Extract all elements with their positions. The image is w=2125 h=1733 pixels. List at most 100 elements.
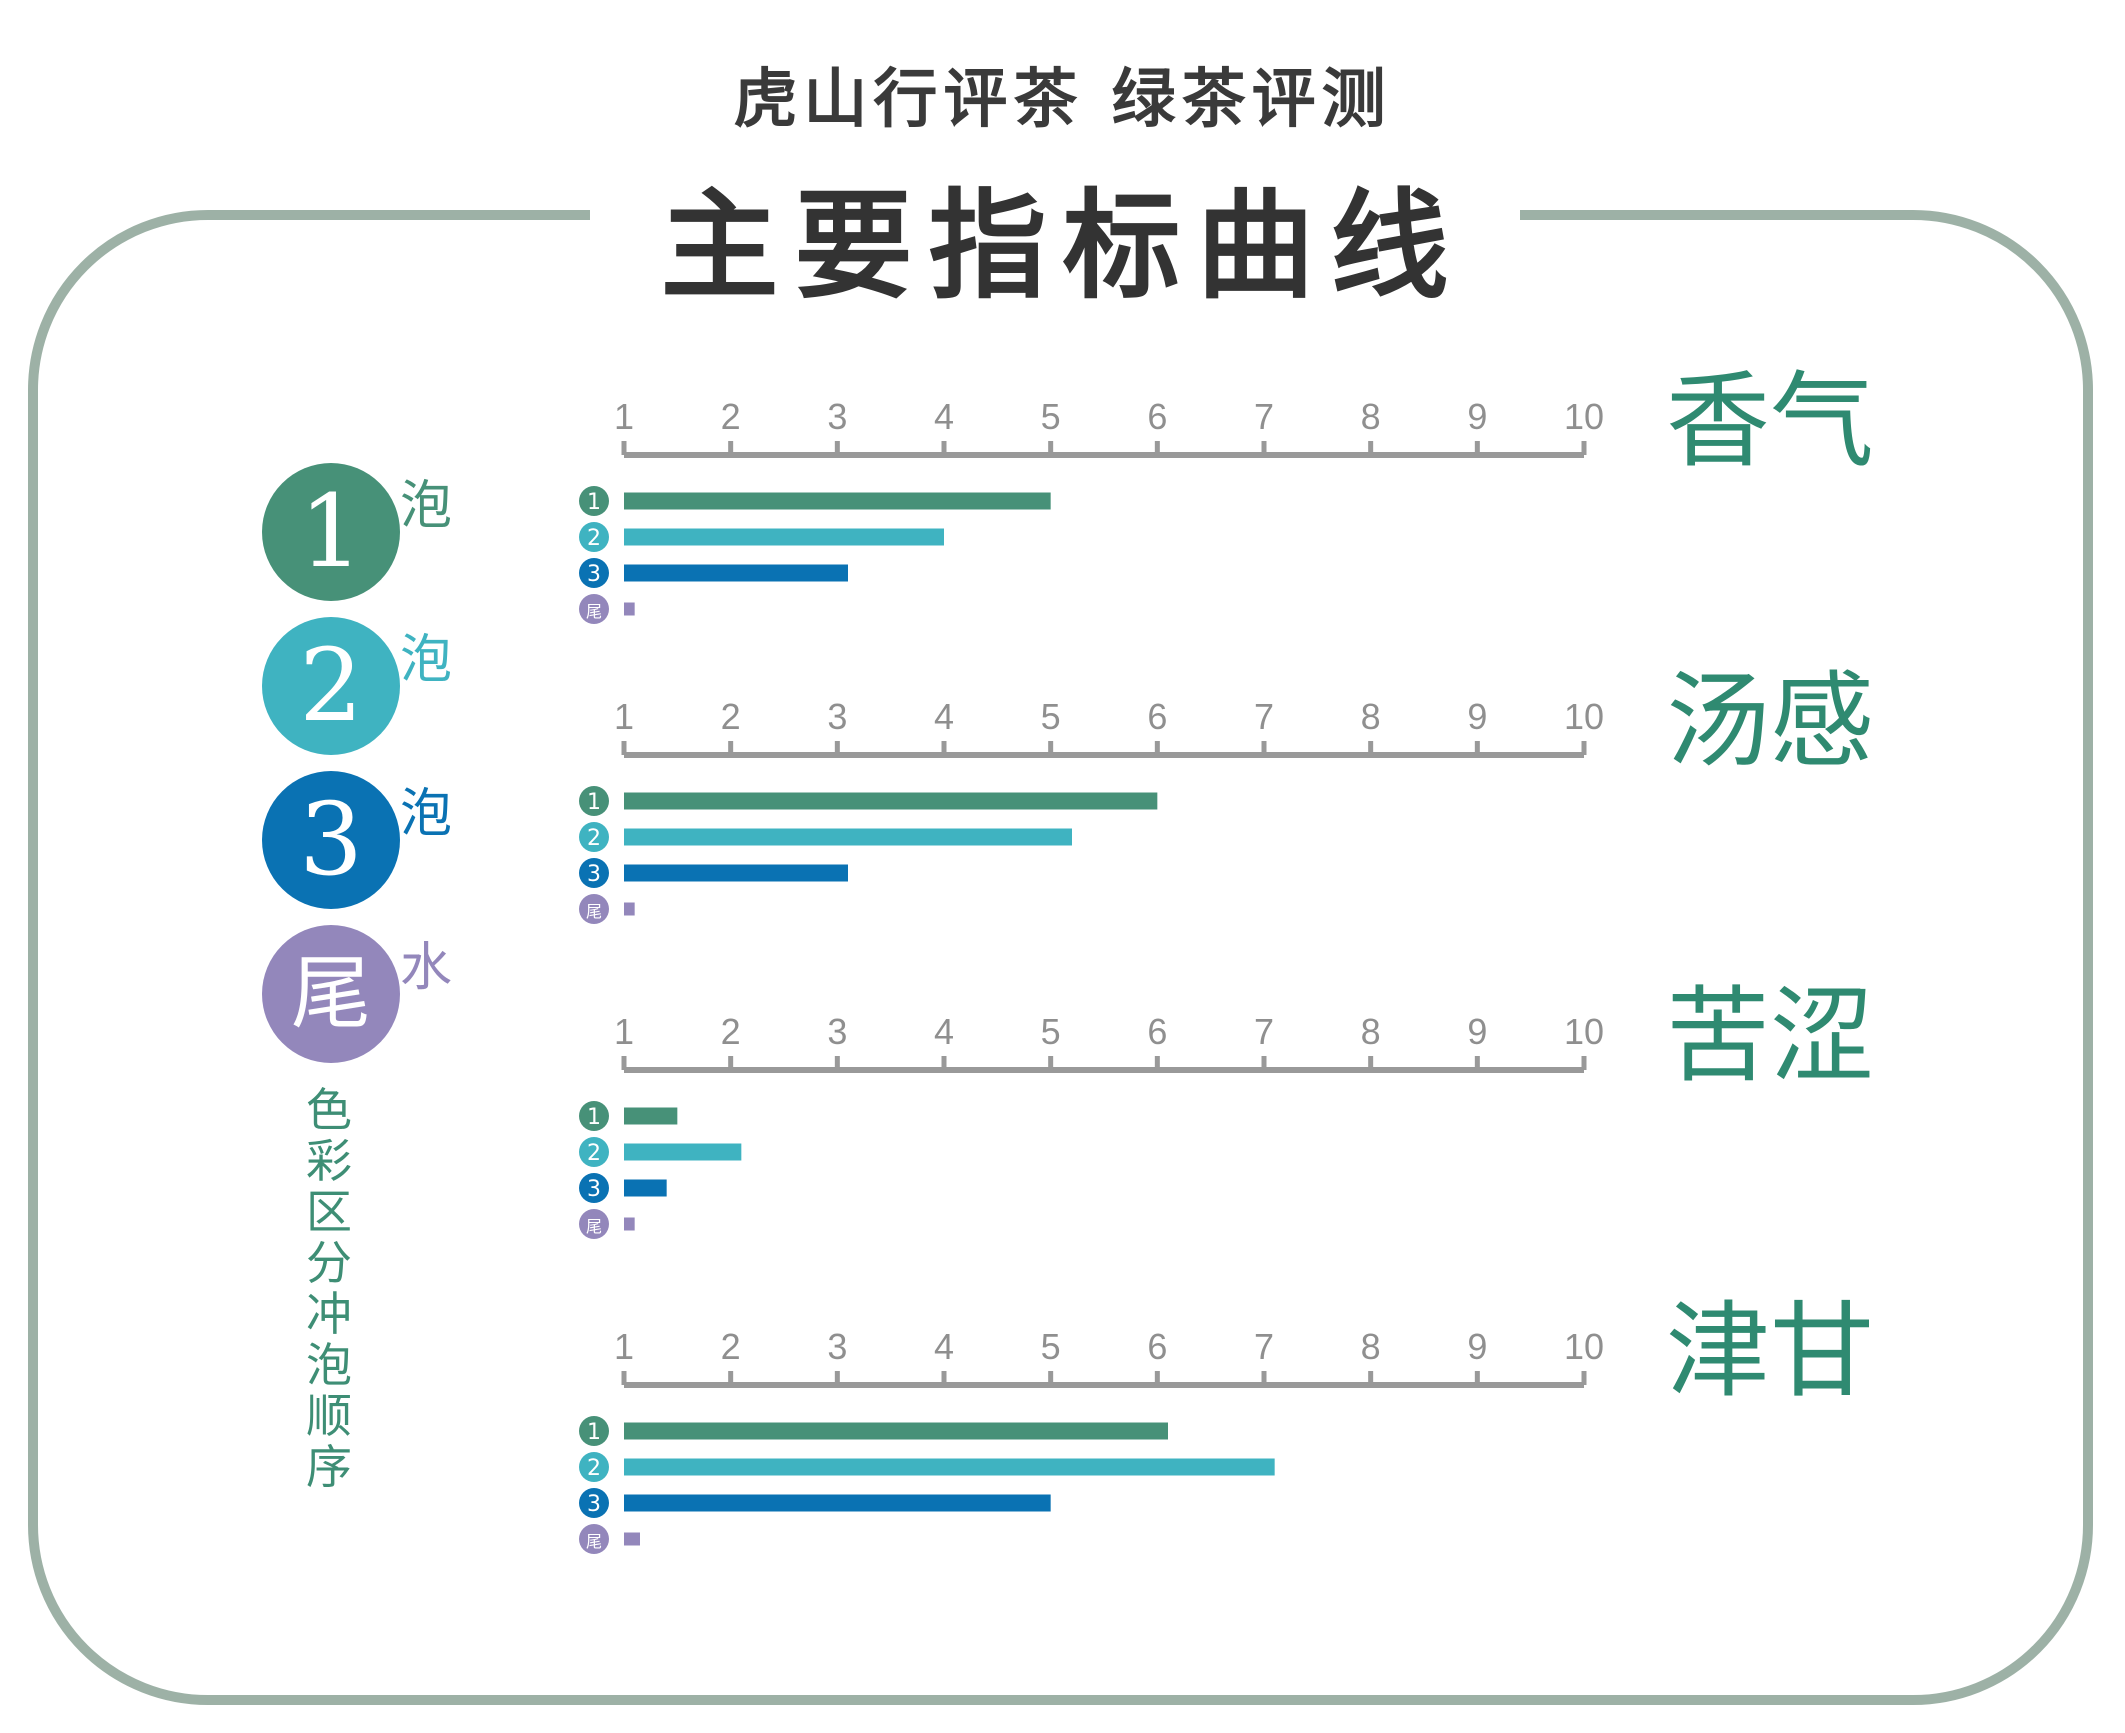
bar-badge <box>579 1101 609 1131</box>
tick-label: 1 <box>614 1326 634 1367</box>
metric-title: 香气 <box>1666 360 1874 482</box>
tick-label: 8 <box>1361 396 1381 437</box>
legend-label-brew-2: 泡 <box>400 630 453 690</box>
bar-badge-label: 3 <box>587 562 601 587</box>
tick-label: 7 <box>1254 1011 1274 1052</box>
tick-label: 9 <box>1467 1326 1487 1367</box>
tick-label: 7 <box>1254 1326 1274 1367</box>
legend-item-brew-2: 2 泡 <box>262 617 802 757</box>
tick-label: 4 <box>934 396 954 437</box>
tick-label: 8 <box>1361 1011 1381 1052</box>
tick-label: 7 <box>1254 696 1274 737</box>
bar <box>624 792 1158 810</box>
bar-badge-label: 尾 <box>586 902 602 921</box>
bar-badge-label: 3 <box>587 862 601 887</box>
legend-note-char: 区 <box>306 1185 352 1239</box>
legend-item-brew-3: 3 泡 <box>262 771 802 911</box>
bar <box>624 1422 1168 1440</box>
bar-badge-label: 尾 <box>586 1217 602 1236</box>
tick-label: 2 <box>721 1011 741 1052</box>
tick-label: 6 <box>1147 396 1167 437</box>
tick-label: 10 <box>1564 1326 1604 1367</box>
legend-note-char: 彩 <box>306 1134 352 1188</box>
page-title: 主要指标曲线 <box>660 177 1465 315</box>
legend-note-char: 序 <box>306 1440 352 1494</box>
bar <box>624 1217 635 1231</box>
tick-label: 9 <box>1467 396 1487 437</box>
bar-badge <box>579 1416 609 1446</box>
bar-badge-label: 2 <box>587 1456 601 1481</box>
legend-item-tail: 尾 水 <box>262 925 802 1065</box>
bar-badge <box>579 822 609 852</box>
bar <box>624 602 635 616</box>
legend-note-char: 泡 <box>306 1338 352 1392</box>
tick-label: 10 <box>1564 696 1604 737</box>
bar-badge-label: 2 <box>587 1141 601 1166</box>
tick-label: 2 <box>721 396 741 437</box>
bar-badge-label: 1 <box>587 1105 601 1130</box>
tick-label: 3 <box>827 1326 847 1367</box>
legend-badge-tail: 尾 <box>262 925 400 1063</box>
bar-badge <box>579 558 609 588</box>
bar-badge <box>579 1137 609 1167</box>
tick-label: 1 <box>614 396 634 437</box>
tick-label: 6 <box>1147 1326 1167 1367</box>
bar <box>624 828 1072 846</box>
legend-note-char: 色 <box>306 1083 352 1137</box>
bar-badge <box>579 858 609 888</box>
tick-label: 2 <box>721 1326 741 1367</box>
bar <box>624 902 635 916</box>
tick-label: 8 <box>1361 1326 1381 1367</box>
legend-label-brew-3: 泡 <box>400 784 453 844</box>
tick-label: 9 <box>1467 696 1487 737</box>
metric-title: 津甘 <box>1666 1290 1874 1412</box>
legend-label-brew-1: 泡 <box>400 476 453 536</box>
bar-badge-label: 尾 <box>586 1532 602 1551</box>
bar-badge <box>579 486 609 516</box>
frame-title-gap <box>590 195 1520 235</box>
bar <box>624 528 944 546</box>
bar-badge <box>579 594 609 624</box>
tick-label: 7 <box>1254 396 1274 437</box>
bar-badge-label: 2 <box>587 826 601 851</box>
bar-badge <box>579 786 609 816</box>
legend-note-char: 冲 <box>306 1287 352 1341</box>
tick-label: 4 <box>934 1011 954 1052</box>
bar <box>624 1494 1051 1512</box>
bar-badge <box>579 1173 609 1203</box>
bar <box>624 1532 640 1546</box>
bar-badge <box>579 1524 609 1554</box>
legend-label-tail: 水 <box>400 938 453 998</box>
bar <box>624 864 848 882</box>
tick-label: 4 <box>934 696 954 737</box>
metric-title: 汤感 <box>1666 660 1874 782</box>
legend-badge-brew-3: 3 <box>262 771 400 909</box>
legend-note-char: 分 <box>306 1236 352 1290</box>
bar-badge-label: 3 <box>587 1492 601 1517</box>
tick-label: 8 <box>1361 696 1381 737</box>
legend-badge-brew-2: 2 <box>262 617 400 755</box>
tick-label: 6 <box>1147 696 1167 737</box>
tick-label: 6 <box>1147 1011 1167 1052</box>
bar-badge <box>579 1209 609 1239</box>
tick-label: 5 <box>1041 1326 1061 1367</box>
bar-badge <box>579 1488 609 1518</box>
tick-label: 5 <box>1041 696 1061 737</box>
bar-badge-label: 尾 <box>586 602 602 621</box>
tick-label: 1 <box>614 696 634 737</box>
metric-title: 苦涩 <box>1666 975 1874 1097</box>
legend-item-brew-1: 1 泡 <box>262 463 802 603</box>
bar-badge-label: 1 <box>587 790 601 815</box>
bar-badge-label: 1 <box>587 1420 601 1445</box>
bar <box>624 1107 678 1125</box>
bar <box>624 1143 742 1161</box>
bar <box>624 564 848 582</box>
tick-label: 1 <box>614 1011 634 1052</box>
bar-badge-label: 2 <box>587 526 601 551</box>
bar <box>624 1458 1275 1476</box>
tick-label: 9 <box>1467 1011 1487 1052</box>
tick-label: 3 <box>827 696 847 737</box>
bar-badge <box>579 1452 609 1482</box>
legend-badge-brew-1: 1 <box>262 463 400 601</box>
